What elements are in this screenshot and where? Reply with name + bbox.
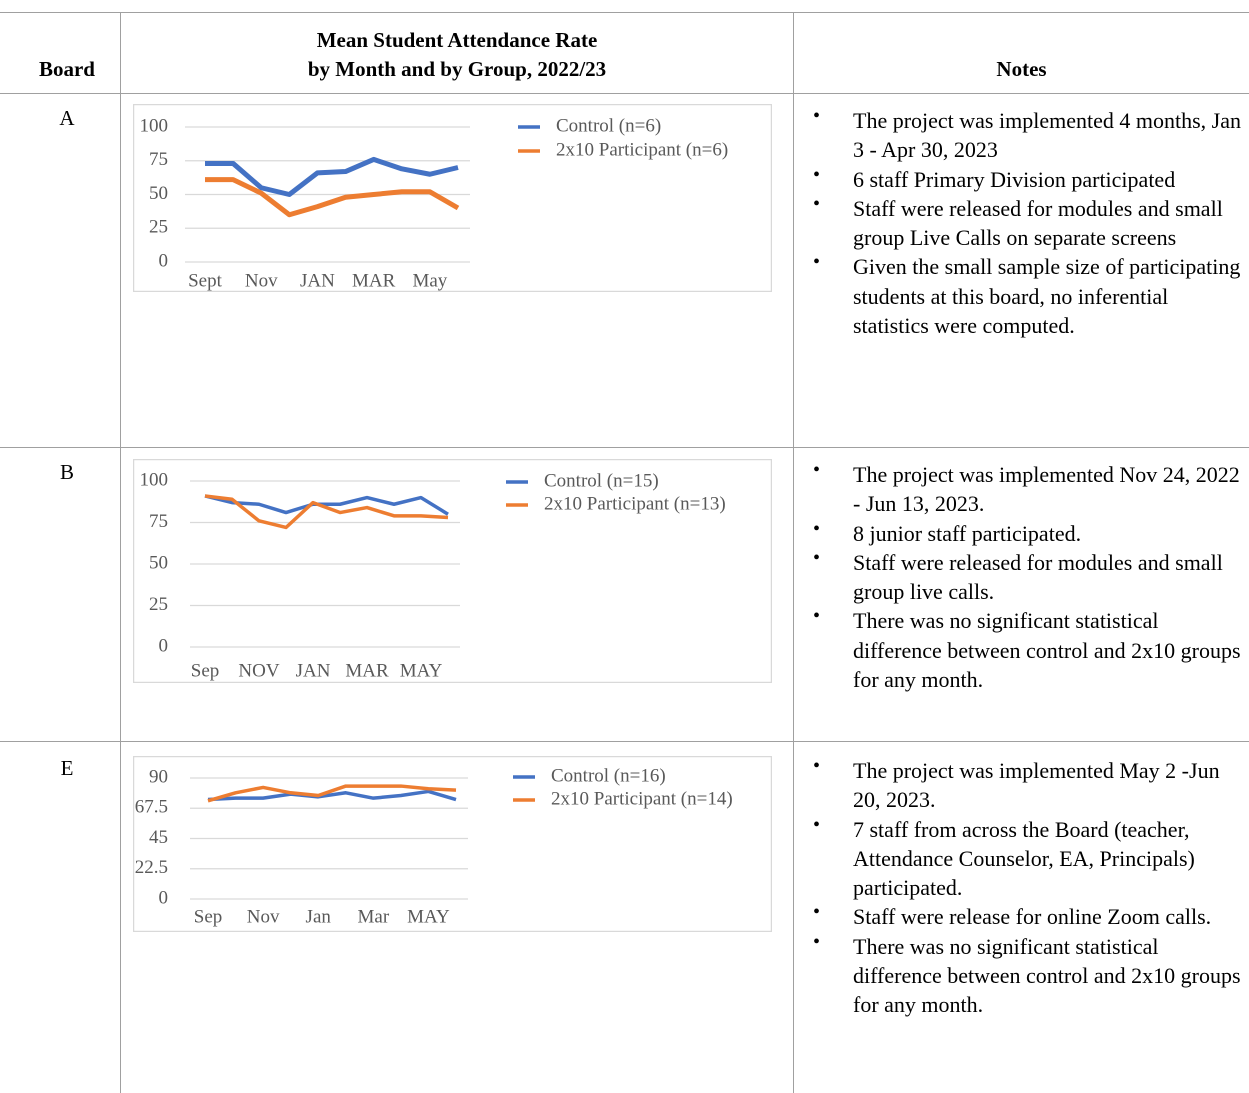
series-line (205, 177, 460, 218)
x-tick-label: Mar (358, 906, 390, 927)
row-line (0, 93, 1249, 94)
x-tick-label: JAN (296, 660, 331, 681)
header-chart: Mean Student Attendance Rate by Month an… (121, 26, 793, 84)
chart-frame (133, 104, 772, 292)
y-tick-label: 0 (159, 887, 169, 908)
x-tick-label: JAN (300, 270, 335, 291)
legend-label: Control (n=6) (556, 115, 661, 136)
y-tick-label: 90 (149, 766, 168, 787)
note: There was no significant statistical dif… (813, 928, 1249, 1020)
legend-label: 2x10 Participant (n=14) (551, 788, 733, 809)
note: There was no significant statistical dif… (813, 602, 1249, 694)
x-tick-label: Sep (194, 906, 223, 927)
note: Given the small sample size of participa… (813, 248, 1249, 340)
notes-list: The project was implemented Nov 24, 2022… (813, 456, 1249, 694)
chart-frame (133, 459, 772, 683)
y-tick-label: 22.5 (135, 857, 168, 878)
x-tick-label: NOV (238, 660, 279, 681)
y-tick-label: 25 (149, 217, 168, 238)
series-line (207, 784, 457, 803)
board-label: A (59, 106, 75, 130)
note: Staff were release for online Zoom calls… (813, 898, 1249, 931)
y-tick-label: 100 (140, 115, 169, 136)
y-tick-label: 50 (149, 552, 168, 573)
series-line (204, 494, 449, 530)
header-board: Board (38, 57, 95, 81)
y-tick-label: 0 (159, 250, 169, 271)
x-tick-label: May (412, 270, 447, 291)
row-line (0, 447, 1249, 448)
y-tick-label: 75 (149, 149, 168, 170)
note: The project was implemented Nov 24, 2022… (813, 456, 1249, 519)
legend-label: Control (n=15) (544, 470, 659, 491)
series-line (204, 494, 449, 516)
series-line (205, 156, 459, 197)
x-tick-label: MAY (407, 906, 450, 927)
header-notes: Notes (996, 57, 1047, 81)
note: The project was implemented May 2 -Jun 2… (813, 752, 1249, 815)
y-tick-label: 25 (149, 594, 168, 615)
note: 7 staff from across the Board (teacher, … (813, 811, 1249, 903)
note: Staff were released for modules and smal… (813, 190, 1249, 253)
chart-frame (133, 756, 772, 932)
chart: 0 25 50 75 100 Sep NOV JAN MAR MAY Control (n=15)2… (133, 459, 772, 683)
table-border (0, 12, 1249, 13)
y-tick-label: 0 (159, 635, 169, 656)
board-label: B (59, 460, 74, 484)
x-tick-label: Sep (191, 660, 220, 681)
column-line (120, 12, 121, 1093)
notes-list: The project was implemented 4 months, Ja… (813, 102, 1249, 340)
x-tick-label: Sept (188, 270, 223, 291)
note: Staff were released for modules and smal… (813, 544, 1249, 607)
y-tick-label: 50 (149, 183, 168, 204)
x-tick-label: Jan (306, 906, 332, 927)
y-tick-label: 100 (140, 469, 169, 490)
board-label: E (60, 756, 74, 780)
y-tick-label: 45 (149, 827, 168, 848)
note: 8 junior staff participated. (813, 515, 1249, 548)
x-tick-label: Nov (247, 906, 280, 927)
chart: 0 22.5 45 67.5 90 Sep Nov Jan Mar MAY Control (n=1… (133, 756, 772, 932)
note: The project was implemented 4 months, Ja… (813, 102, 1249, 165)
header-line: by Month and by Group, 2022/23 (307, 57, 607, 81)
y-tick-label: 67.5 (135, 797, 168, 818)
y-tick-label: 75 (149, 511, 168, 532)
x-tick-label: Nov (245, 270, 278, 291)
header-line: Mean Student Attendance Rate (316, 28, 598, 52)
chart: 0 25 50 75 100 Sept Nov JAN MAR May Control (n=6) 2… (133, 104, 772, 292)
note: 6 staff Primary Division participated (813, 161, 1249, 194)
row-line (0, 741, 1249, 742)
x-tick-label: MAY (400, 660, 443, 681)
series-line (207, 789, 457, 802)
legend-label: 2x10 Participant (n=13) (544, 493, 726, 514)
x-tick-label: MAR (345, 660, 389, 681)
notes-list: The project was implemented May 2 -Jun 2… (813, 752, 1249, 1020)
x-tick-label: MAR (352, 270, 396, 291)
legend-label: 2x10 Participant (n=6) (556, 139, 728, 160)
legend-label: Control (n=16) (551, 765, 666, 786)
column-line (793, 12, 794, 1093)
